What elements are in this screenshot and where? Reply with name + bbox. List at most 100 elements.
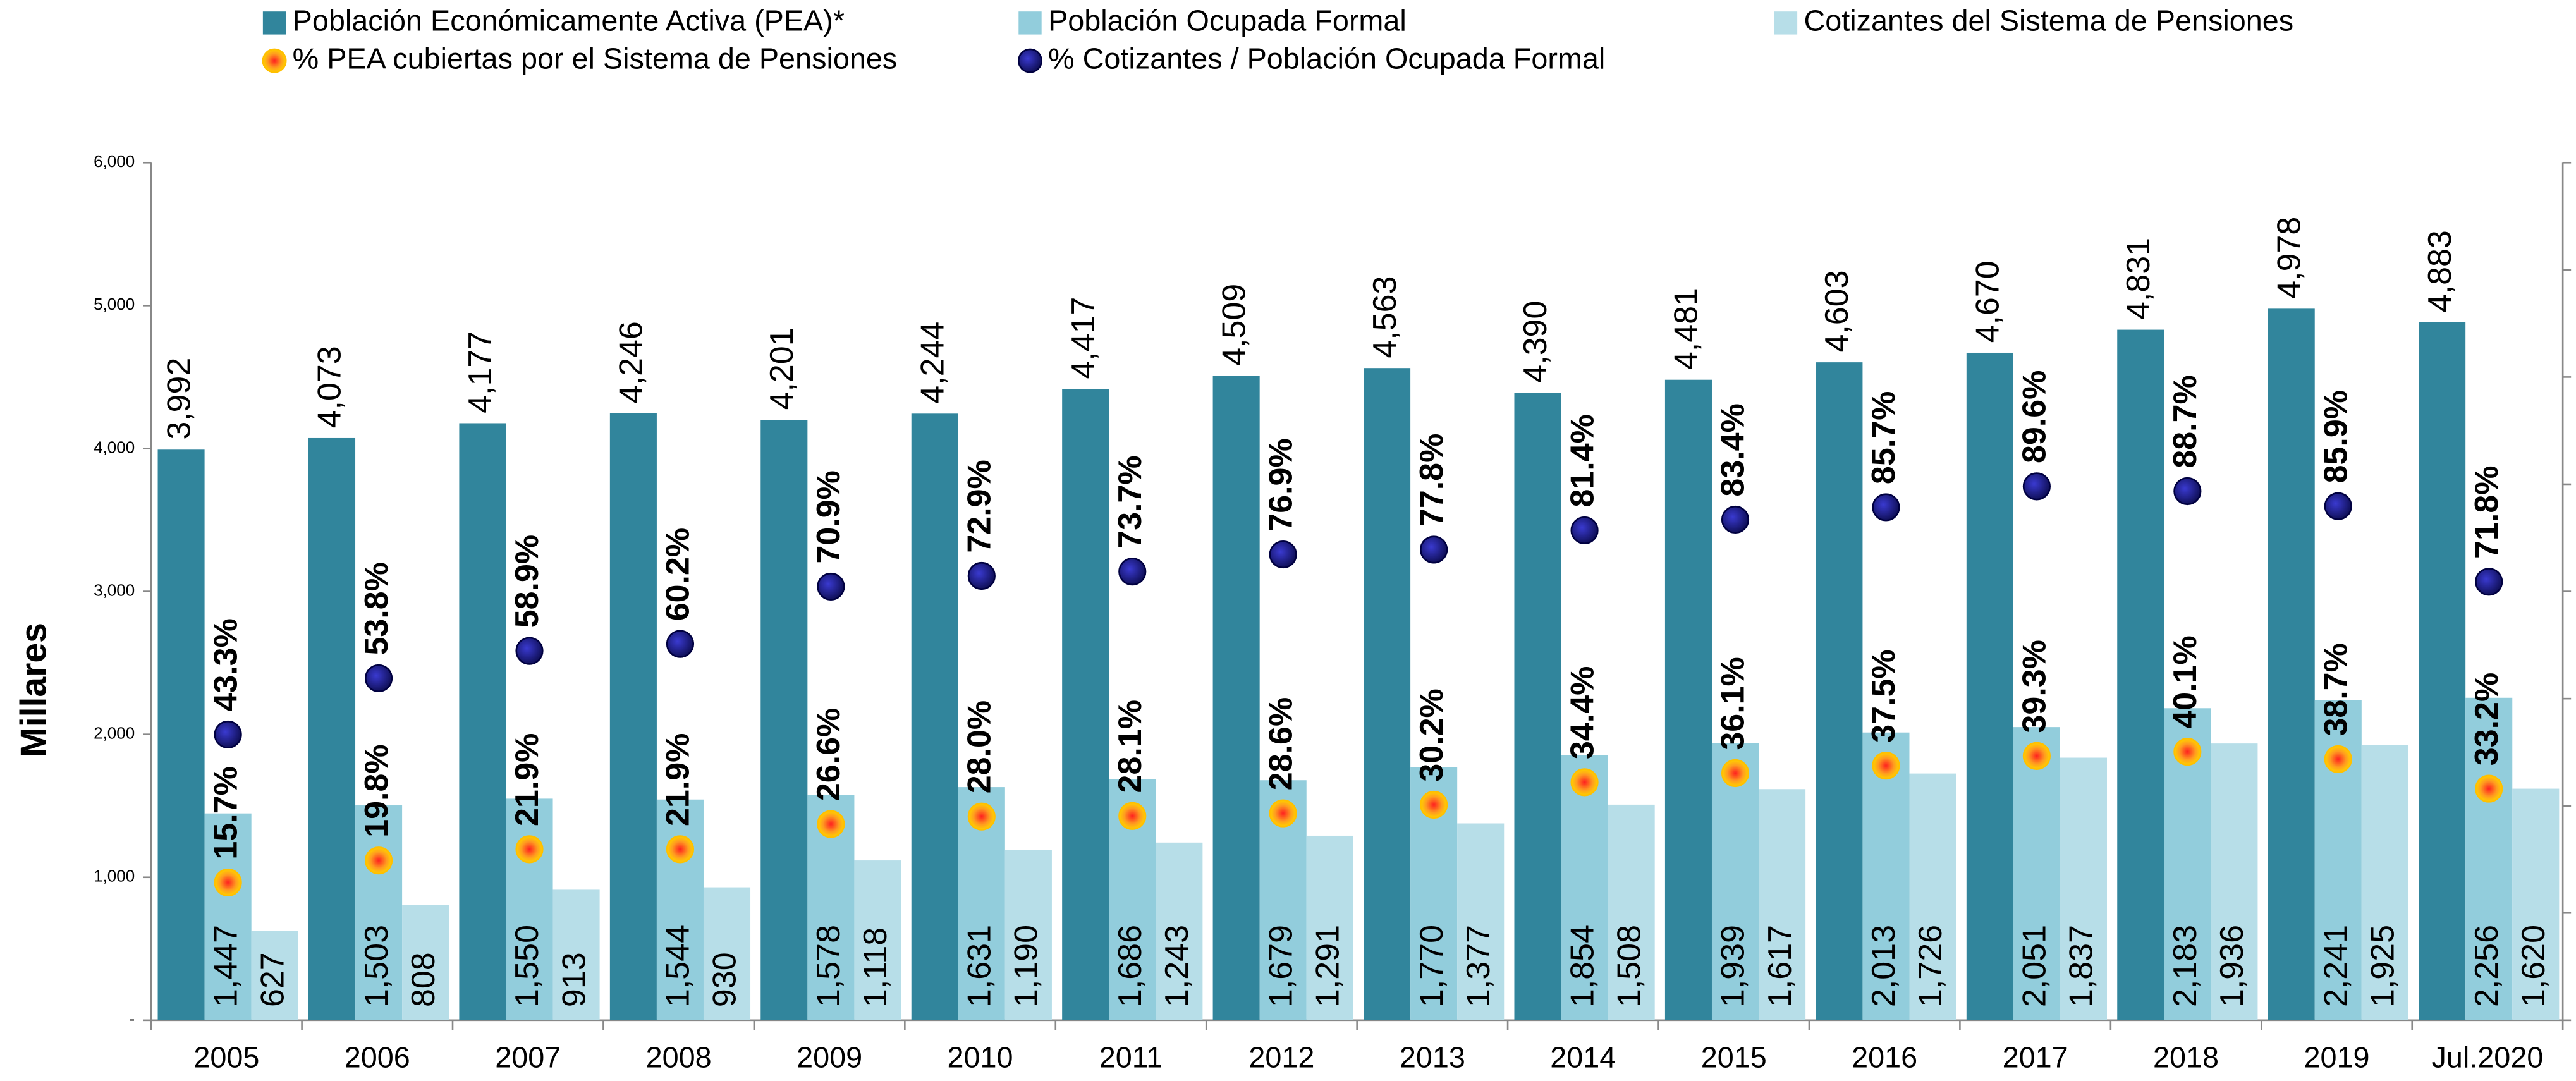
value-label: 40.1%	[2167, 635, 2204, 728]
bar	[1364, 368, 1411, 1020]
marker	[967, 561, 996, 590]
bar	[1212, 376, 1260, 1020]
value-label: 4,246	[613, 321, 650, 403]
bar	[251, 931, 298, 1020]
value-label: 2,183	[2167, 925, 2204, 1007]
marker	[214, 720, 242, 749]
marker	[1269, 540, 1297, 569]
x-tick-label: 2015	[1701, 1041, 1767, 1074]
marker	[2173, 477, 2202, 506]
bar	[204, 813, 252, 1020]
y-tick-label: 2,000	[94, 724, 135, 743]
x-tick-label: Jul.2020	[2432, 1041, 2544, 1074]
value-label: 3,992	[161, 358, 197, 440]
bar	[2117, 329, 2164, 1020]
marker	[1872, 493, 1900, 522]
y-tick-label: 1,000	[94, 867, 135, 886]
marker	[1721, 759, 1750, 788]
value-label: 77.8%	[1413, 434, 1450, 527]
bar	[609, 413, 657, 1020]
value-label: 1,936	[2214, 925, 2250, 1007]
bar	[2211, 743, 2258, 1020]
value-label: 1,377	[1460, 925, 1497, 1007]
value-label: 30.2%	[1413, 688, 1450, 781]
x-tick-label: 2017	[2003, 1041, 2068, 1074]
marker	[967, 802, 996, 831]
value-label: 4,883	[2422, 230, 2458, 312]
y-tick-label: 6,000	[94, 152, 135, 171]
y-tick-label: -	[129, 1010, 135, 1029]
value-label: 4,177	[462, 331, 499, 413]
value-label: 85.9%	[2318, 390, 2355, 483]
x-tick-label: 2019	[2304, 1041, 2369, 1074]
value-label: 4,978	[2271, 217, 2307, 299]
value-label: 4,563	[1367, 276, 1403, 358]
x-tick-label: 2012	[1248, 1041, 1314, 1074]
bar	[1004, 850, 1052, 1020]
bar	[1608, 804, 1655, 1020]
bar	[157, 449, 205, 1020]
value-label: 36.1%	[1715, 657, 1752, 750]
marker	[1420, 535, 1448, 564]
bar	[2268, 308, 2315, 1020]
value-label: 89.6%	[2017, 370, 2053, 463]
x-tick-label: 2011	[1099, 1041, 1163, 1074]
value-label: 2,013	[1865, 925, 1902, 1007]
marker	[1721, 505, 1750, 534]
value-label: 4,201	[764, 327, 800, 410]
marker	[214, 868, 242, 897]
value-label: 73.7%	[1112, 455, 1149, 548]
bar	[1862, 732, 1910, 1020]
marker	[1118, 558, 1147, 586]
y-tick-label: 5,000	[94, 295, 135, 314]
marker	[1118, 802, 1147, 830]
value-label: 1,617	[1762, 925, 1798, 1007]
value-label: 4,390	[1517, 301, 1554, 383]
x-tick-label: 2007	[495, 1041, 561, 1074]
value-label: 70.9%	[810, 470, 847, 563]
value-label: 1,243	[1159, 925, 1195, 1007]
legend-swatch	[1774, 11, 1798, 35]
value-label: 88.7%	[2167, 375, 2204, 468]
value-label: 4,603	[1819, 270, 1855, 352]
x-tick-label: 2016	[1852, 1041, 1917, 1074]
legend-label: Cotizantes del Sistema de Pensiones	[1804, 4, 2294, 37]
marker	[364, 846, 393, 875]
bar	[2512, 788, 2560, 1020]
bar	[2060, 757, 2107, 1020]
x-tick-label: 2005	[193, 1041, 259, 1074]
value-label: 1,726	[1912, 925, 1949, 1007]
bar	[911, 413, 958, 1020]
marker	[2475, 774, 2503, 803]
value-label: 4,417	[1065, 297, 1102, 379]
value-label: 39.3%	[2017, 640, 2053, 733]
marker	[2324, 492, 2352, 520]
value-label: 1,503	[358, 925, 395, 1007]
value-label: 28.6%	[1262, 697, 1299, 790]
x-tick-label: 2008	[646, 1041, 712, 1074]
bar	[1514, 393, 1561, 1020]
value-label: 26.6%	[810, 708, 847, 801]
legend-label: Población Ocupada Formal	[1048, 4, 1407, 37]
value-label: 2,051	[2017, 925, 2053, 1007]
value-label: 28.1%	[1112, 700, 1149, 793]
marker	[515, 637, 544, 665]
marker	[1872, 752, 1900, 780]
value-label: 4,831	[2120, 238, 2157, 320]
bar	[1711, 743, 1759, 1020]
legend-swatch	[262, 11, 286, 35]
y-tick-label: 4,000	[94, 437, 135, 456]
bar	[2465, 697, 2513, 1020]
x-tick-label: 2009	[797, 1041, 862, 1074]
bar	[355, 805, 403, 1020]
x-tick-label: 2010	[948, 1041, 1013, 1074]
bar	[1156, 842, 1203, 1020]
value-label: 808	[405, 952, 442, 1007]
bar	[1664, 379, 1712, 1020]
value-label: 1,854	[1564, 925, 1601, 1007]
value-label: 1,190	[1008, 925, 1045, 1007]
value-label: 2,241	[2318, 925, 2355, 1007]
legend-swatch	[1018, 11, 1042, 35]
legend-swatch	[262, 48, 287, 73]
